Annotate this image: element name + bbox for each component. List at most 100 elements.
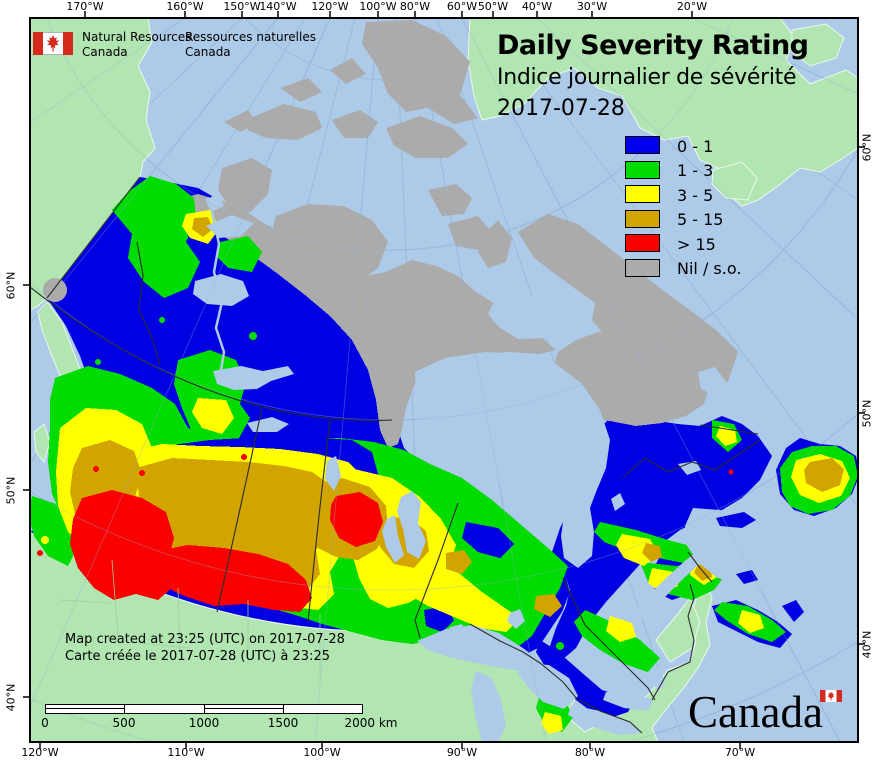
lon-label: 30°W [576,0,608,13]
lon-label: 160°W [166,0,204,13]
hudson-bay [415,352,610,568]
lat-label: 40°N [860,630,874,659]
lat-label: 50°N [860,399,874,428]
qc-nl-border [621,439,761,479]
sk-mb-border [307,419,331,623]
scale-label: 500 [112,716,136,730]
foxe-basin [488,294,562,339]
scale-label: 1000 [188,716,220,730]
legend-label: 3 - 5 [677,186,714,205]
lake-superior [417,625,540,672]
legend-swatch-gt15 [625,234,660,252]
great-slave-lake [213,366,294,390]
legend-label: 0 - 1 [677,137,714,156]
lake-ontario [603,692,653,711]
lon-label: 70°W [724,746,756,759]
lon-label: 170°W [66,0,104,13]
lake-erie [568,705,641,735]
lat-label: 60°N [860,133,874,162]
created-note-en: Map created at 23:25 (UTC) on 2017-07-28 [65,632,345,647]
legend-swatch-5-15 [625,209,660,228]
ab-sk-border [216,407,263,613]
banks-island [218,158,272,212]
borders [30,176,761,734]
lake-winnipeg [397,491,426,559]
dsr-gt-15 [37,454,734,612]
baffin-island [518,214,738,382]
lon-label: 110°W [167,746,205,759]
amundsen-gulf [206,215,254,238]
lon-label: 50°W [477,0,509,13]
scale-bar [45,704,363,714]
legend-label: Nil / s.o. [677,259,742,278]
lake-winnipegosis [382,515,404,563]
gulf-of-st-lawrence [685,508,801,592]
nil-region [43,20,738,448]
lon-label: 40°W [521,0,553,13]
ellesmere-island [362,20,478,124]
60n-border [30,286,393,421]
lake-huron [518,663,578,709]
map-title-fr: Indice journalier de sévérité [497,65,797,90]
inland-water [193,195,801,742]
mackenzie-river [210,211,226,377]
lon-label: 80°W [574,746,606,759]
lon-label: 150°W [223,0,261,13]
lon-label: 100°W [303,746,341,759]
alaska [30,18,156,311]
tick-marks [23,11,865,749]
lat-label: 50°N [4,476,18,505]
lon-label: 60°W [446,0,478,13]
lon-label: 140°W [259,0,297,13]
agency-name-fr: Ressources naturelles Canada [185,30,316,59]
yukon-nwt-border [136,241,161,366]
great-bear-lake [193,274,249,306]
greenland-island [791,23,845,67]
prince-edward-island [736,570,758,584]
mb-on-border [414,502,459,639]
legend-swatch-1-3 [625,160,660,179]
lon-label: 100°W [359,0,397,13]
us-state-lines [59,559,321,678]
lon-label: 90°W [446,746,478,759]
wordmark-flag-icon [820,690,842,702]
canada-flag-icon [33,32,73,55]
agency-name-en: Natural Resources Canada [82,30,192,59]
legend-swatch-0-1 [625,136,660,154]
legend-label: 1 - 3 [677,161,714,180]
created-note-fr: Carte créée le 2017-07-28 (UTC) à 23:25 [65,649,330,664]
scale-end-label: 2000 km [344,716,398,730]
legend-label: 5 - 15 [677,210,724,229]
map-title-en: Daily Severity Rating [497,30,809,61]
canada-wordmark: Canada [688,687,823,737]
lon-label: 120°W [311,0,349,13]
reindeer-lake [325,456,341,491]
legend-swatch-nil [625,258,660,277]
lat-label: 60°N [4,271,18,300]
lon-label: 20°W [676,0,708,13]
haida-gwaii [33,423,51,464]
lake-michigan [471,671,506,742]
lon-label: 80°W [399,0,431,13]
scale-label: 1500 [267,716,299,730]
map-date: 2017-07-28 [497,96,625,121]
map-frame [23,11,865,749]
canada-us-border-east [469,623,643,734]
mainland-barrens [155,194,556,448]
legend-label: > 15 [677,235,716,254]
scale-label: 0 [41,716,49,730]
legend-swatch-3-5 [625,185,660,203]
lat-label: 40°N [4,683,18,712]
alaska-yukon-border [46,176,141,299]
anticosti-island [716,512,756,528]
on-qc-border [562,577,656,701]
southampton-island [446,318,510,356]
cape-breton [782,600,804,622]
gulf-islands [716,512,758,584]
greenland-tip [711,161,758,201]
ungava-bay [698,367,726,396]
lon-label: 120°W [21,746,59,759]
